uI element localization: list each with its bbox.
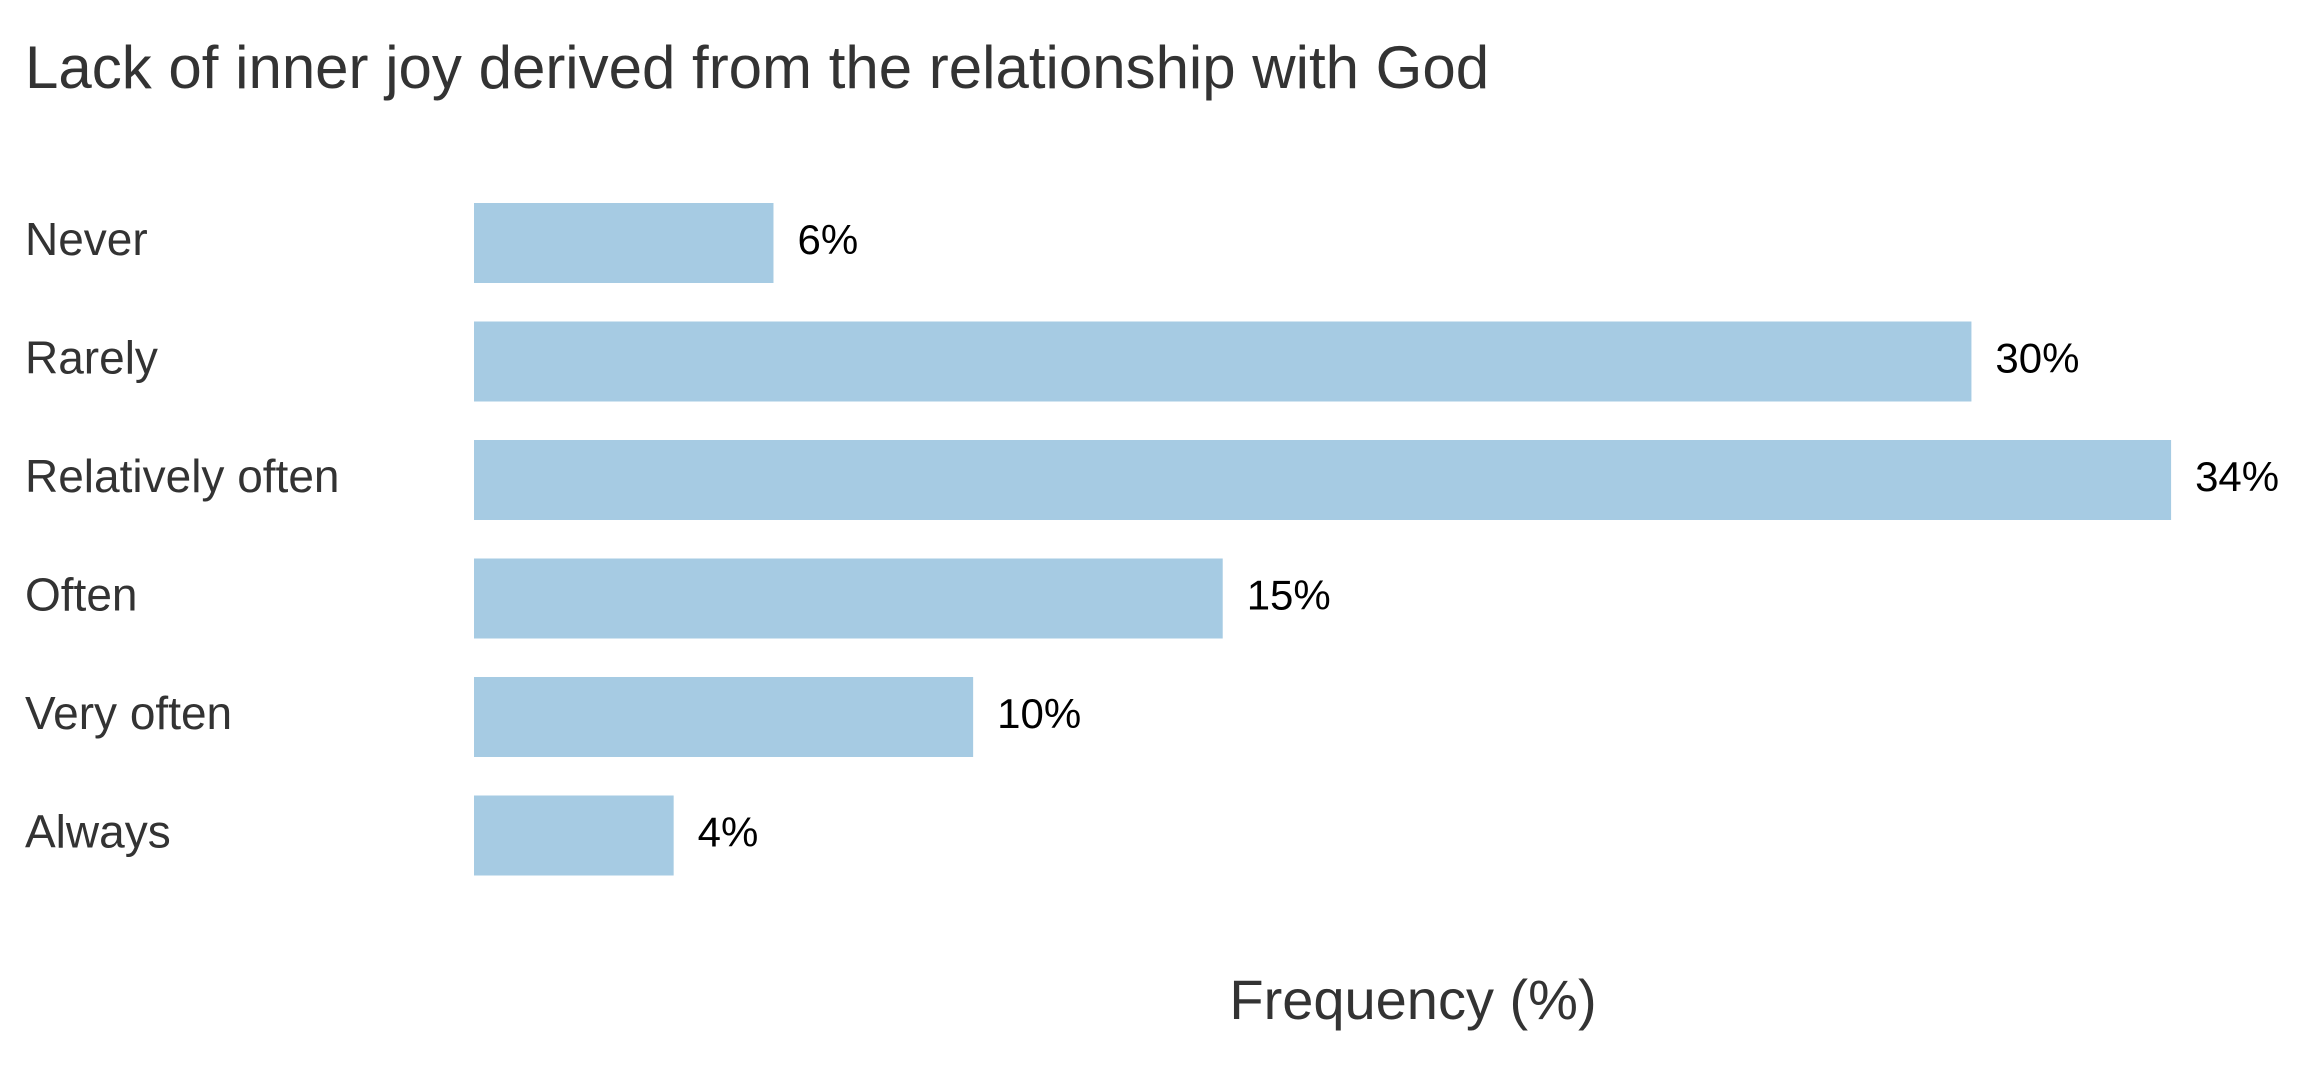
y-tick-label: Always — [25, 806, 171, 858]
y-tick-label: Very often — [25, 687, 232, 739]
chart-title: Lack of inner joy derived from the relat… — [25, 34, 1489, 101]
bar — [474, 677, 974, 757]
bar — [474, 203, 774, 283]
value-label: 10% — [997, 690, 1081, 737]
bar — [474, 795, 674, 876]
y-tick-label: Often — [25, 569, 138, 621]
x-axis-label: Frequency (%) — [1229, 968, 1596, 1031]
value-label: 15% — [1247, 572, 1331, 619]
bar — [474, 321, 1972, 402]
bar — [474, 558, 1223, 639]
value-label: 30% — [1995, 335, 2079, 382]
value-label: 4% — [698, 809, 759, 856]
y-tick-label: Rarely — [25, 332, 158, 384]
value-label: 34% — [2195, 453, 2279, 500]
bar — [474, 440, 2172, 520]
y-tick-label: Relatively often — [25, 450, 340, 502]
value-label: 6% — [797, 216, 858, 263]
y-tick-label: Never — [25, 213, 148, 265]
